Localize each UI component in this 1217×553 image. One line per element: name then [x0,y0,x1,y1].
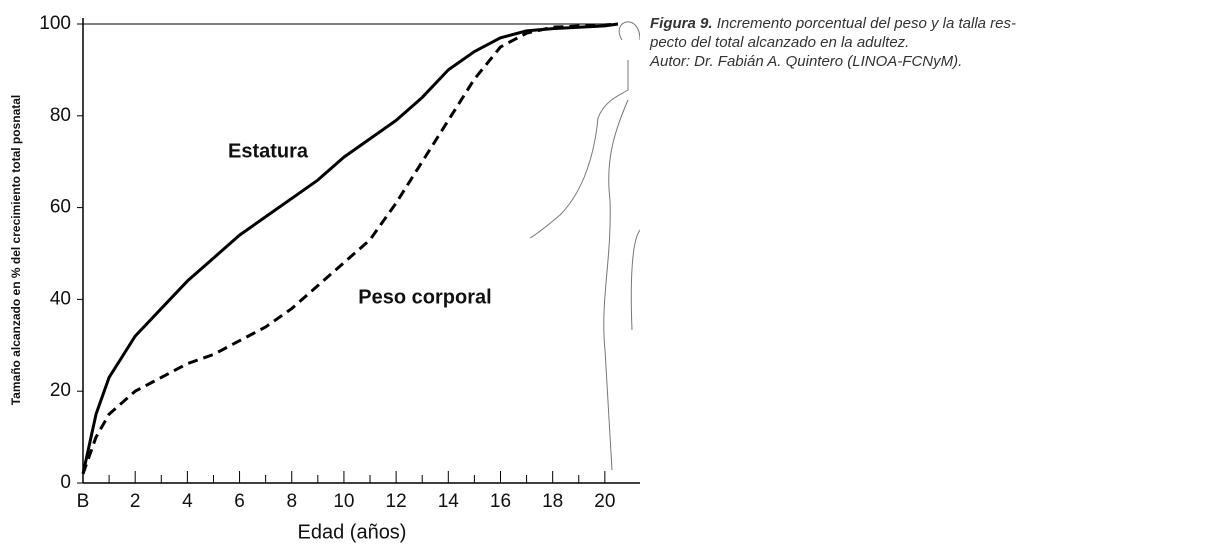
x-tick-label: 8 [286,491,297,512]
caption-line: pecto del total alcanzado en la adultez. [650,34,910,51]
x-tick-label: 18 [542,491,563,512]
x-tick-label: 4 [182,491,193,512]
y-tick-label: 0 [60,472,71,493]
figure-silhouette [529,21,640,471]
y-tick-label: 60 [50,197,71,218]
x-tick-label: 2 [130,491,141,512]
series-label: Estatura [228,140,309,162]
x-tick-label: 10 [333,491,354,512]
chart: Tamaño alcanzado en % del crecimiento to… [9,13,640,543]
x-axis-label: Edad (años) [298,521,407,543]
x-tick-label: 6 [234,491,245,512]
x-tick-label: B [77,491,90,512]
x-tick-label: 12 [386,491,407,512]
caption: Figura 9. Incremento porcentual del peso… [650,14,1210,71]
y-tick-label: 100 [39,13,71,34]
x-tick-label: 16 [490,491,511,512]
caption-line: Figura 9. Incremento porcentual del peso… [650,14,1210,33]
y-tick-label: 20 [50,380,71,401]
caption-label: Figura 9. [650,15,713,32]
caption-text: Incremento porcentual del peso y la tall… [716,15,1017,32]
line [81,22,619,475]
x-tick-label: 20 [594,491,615,512]
y-tick-label: 80 [50,105,71,126]
x-tick-label: 14 [438,491,460,512]
line [81,22,619,475]
y-axis-label: Tamaño alcanzado en % del crecimiento to… [9,95,23,406]
caption-line: Autor: Dr. Fabián A. Quintero (LINOA-FCN… [650,53,963,70]
y-tick-label: 40 [50,288,71,309]
series-label: Peso corporal [358,286,491,308]
